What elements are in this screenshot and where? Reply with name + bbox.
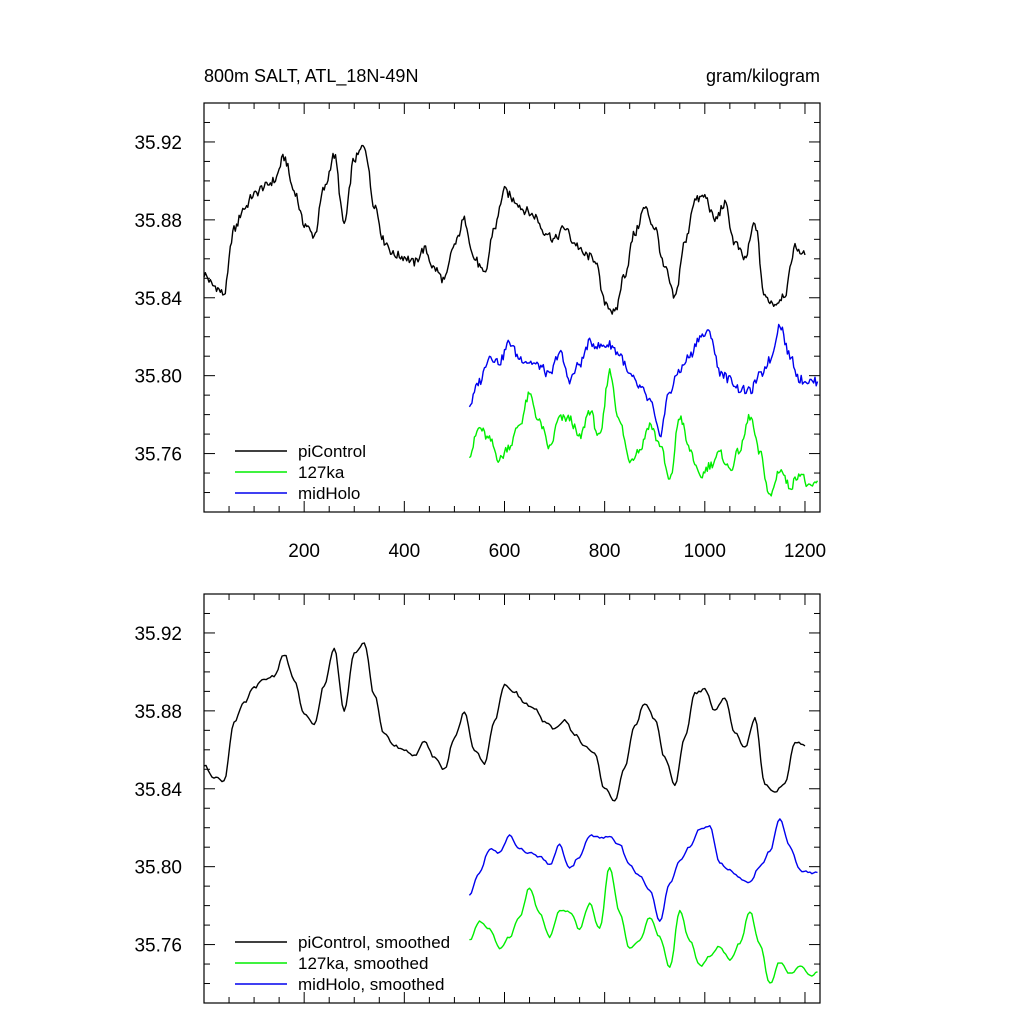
y-tick-label: 35.84 (134, 780, 182, 801)
legend-label: midHolo (298, 484, 360, 503)
y-tick-label: 35.80 (134, 858, 182, 879)
y-tick-label: 35.92 (134, 624, 182, 645)
x-tick-label: 1200 (784, 541, 826, 562)
legend-label: 127ka, smoothed (298, 954, 428, 973)
legend: piControl, smoothed 127ka, smoothed midHol… (235, 933, 450, 994)
legend-label: piControl, smoothed (298, 933, 450, 952)
y-tick-label: 35.88 (134, 702, 182, 723)
legend-label: midHolo, smoothed (298, 975, 444, 994)
chart-title: 800m SALT, ATL_18N-49N (204, 66, 418, 87)
x-tick-label: 800 (589, 541, 621, 562)
x-tick-label: 400 (388, 541, 420, 562)
legend-label: piControl (298, 442, 366, 461)
x-tick-label: 1000 (684, 541, 726, 562)
plot-frame (203, 593, 821, 1004)
y-tick-label: 35.76 (134, 936, 182, 957)
y-tick-label: 35.88 (134, 211, 182, 232)
chart-panel-2: 35.76 35.80 35.84 35.88 35.92 piControl, smoo… (134, 593, 821, 1004)
series-line-midholo-smoothed (468, 818, 818, 922)
y-tick-label: 35.84 (134, 289, 182, 310)
series-line-127ka-smoothed (469, 866, 818, 984)
chart-panel-1: 35.76 35.80 35.84 35.88 35.92 200 400 600 800 100… (134, 66, 826, 562)
x-tick-label: 200 (288, 541, 320, 562)
series-line-picontrol (203, 144, 806, 315)
legend-label: 127ka (298, 463, 345, 482)
y-tick-label: 35.80 (134, 367, 182, 388)
legend: piControl 127ka midHolo (235, 442, 366, 503)
plot-frame (203, 102, 821, 513)
series-line-picontrol-smoothed (203, 642, 806, 802)
y-tick-label: 35.92 (134, 133, 182, 154)
units-label: gram/kilogram (706, 66, 820, 86)
series-line-127ka (468, 368, 819, 497)
x-tick-label: 600 (489, 541, 521, 562)
y-tick-label: 35.76 (134, 445, 182, 466)
series-line-midholo (468, 323, 819, 438)
